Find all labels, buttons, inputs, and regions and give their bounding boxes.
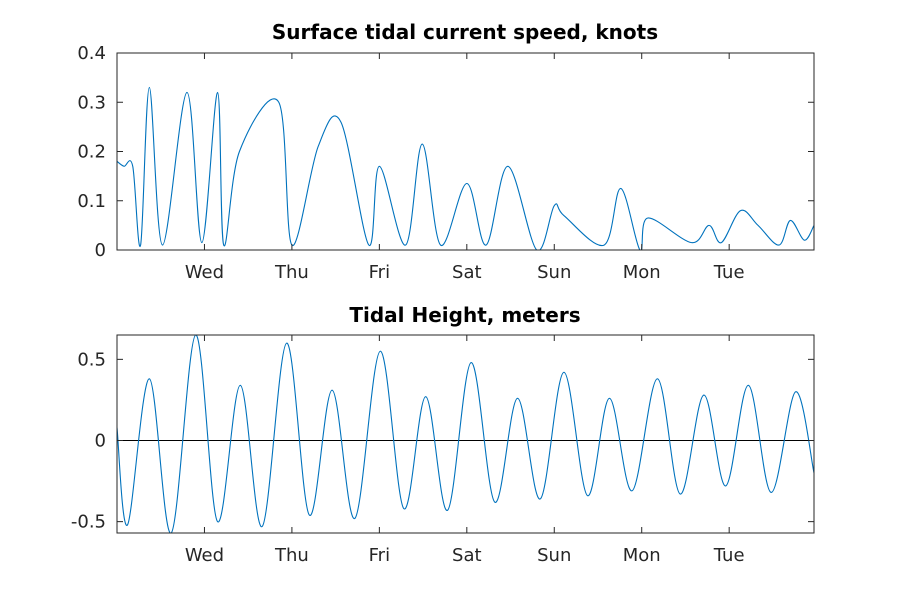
speed-y-tick-label: 0.3 [77, 92, 106, 113]
height-x-tick-label: Fri [369, 545, 390, 566]
speed-x-tick-label: Mon [623, 262, 661, 283]
speed-x-tick-label: Wed [185, 262, 224, 283]
height-x-tick-label: Sun [537, 545, 571, 566]
height-series-line [117, 335, 814, 533]
speed-y-tick-label: 0 [95, 240, 106, 261]
height-y-tick-label: -0.5 [71, 512, 106, 533]
speed-series-line [117, 86, 814, 250]
height-x-tick-label: Mon [623, 545, 661, 566]
height-x-tick-label: Sat [452, 545, 482, 566]
height-x-tick-label: Wed [185, 545, 224, 566]
height-y-tick-label: 0.5 [77, 349, 106, 370]
height-x-tick-label: Thu [274, 545, 309, 566]
speed-x-tick-label: Sat [452, 262, 482, 283]
speed-y-tick-label: 0.1 [77, 191, 106, 212]
height-axes-box [116, 334, 815, 534]
speed-x-tick-label: Sun [537, 262, 571, 283]
chart-title-current-speed: Surface tidal current speed, knots [272, 20, 658, 44]
height-x-tick-label: Tue [713, 545, 745, 566]
current-speed-chart: Surface tidal current speed, knots 0 0.1 0… [77, 20, 815, 283]
speed-x-tick-label: Tue [713, 262, 745, 283]
speed-y-tick-label: 0.4 [77, 43, 106, 64]
speed-x-tick-label: Fri [369, 262, 390, 283]
speed-x-tick-label: Thu [274, 262, 309, 283]
height-y-tick-label: 0 [95, 430, 106, 451]
tidal-height-chart: Tidal Height, meters -0.5 0 0.5 Wed Thu Fri Sa… [71, 303, 815, 566]
speed-y-tick-label: 0.2 [77, 142, 106, 163]
chart-title-tidal-height: Tidal Height, meters [349, 303, 580, 327]
